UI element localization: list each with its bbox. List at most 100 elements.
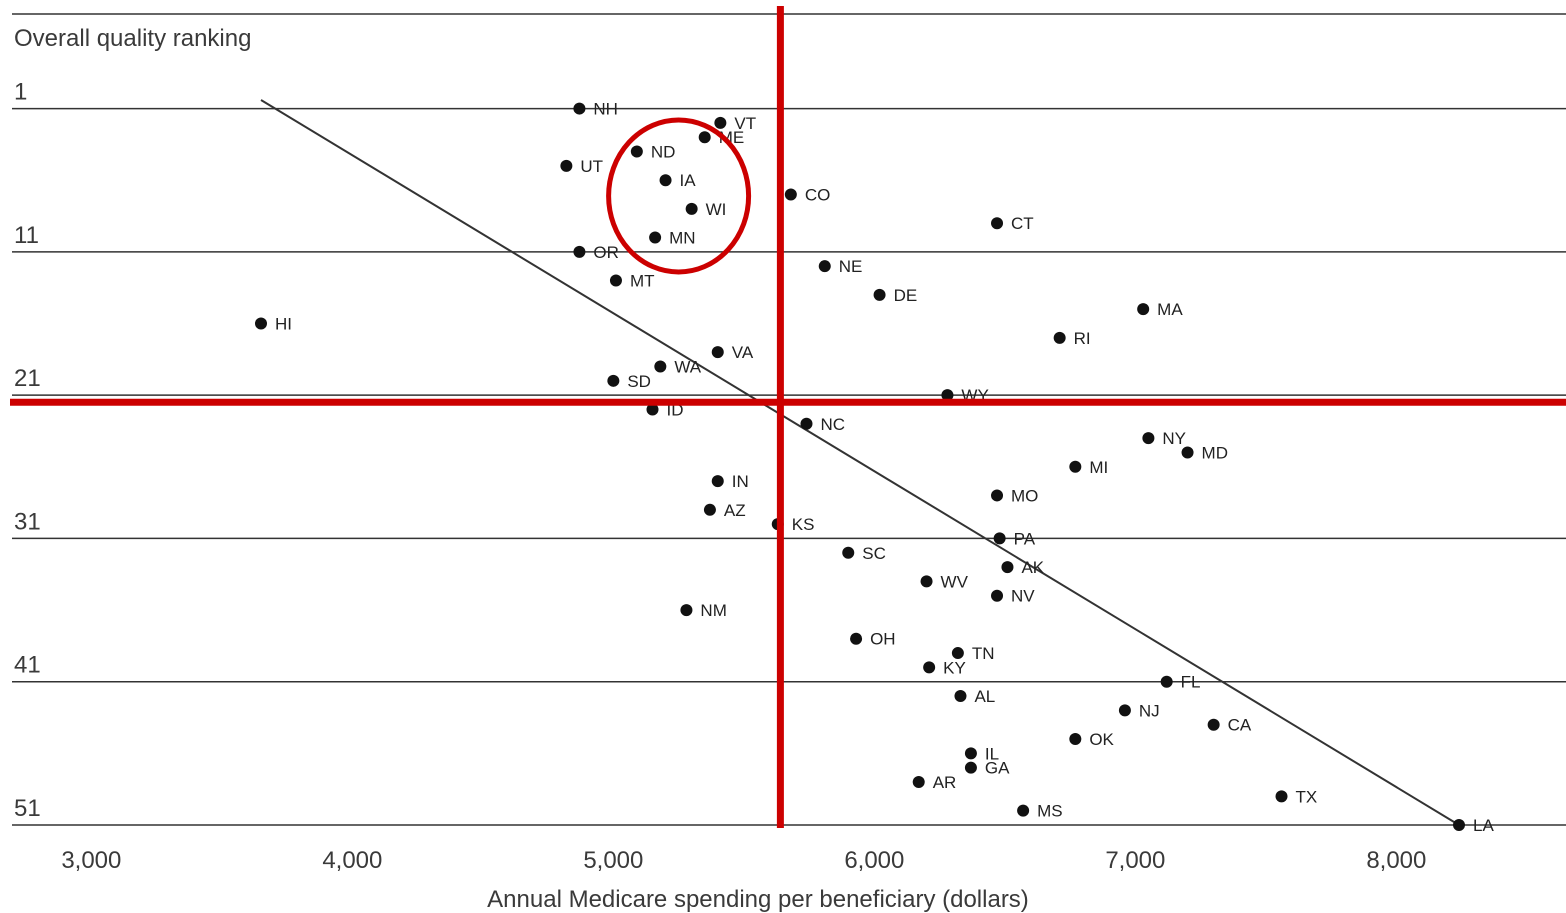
point-label: MA (1157, 300, 1183, 319)
point-ca: CA (1207, 716, 1252, 735)
point-marker (1160, 675, 1173, 688)
y-tick-label: 51 (14, 795, 41, 822)
point-ok: OK (1069, 730, 1115, 749)
point-label: NY (1162, 429, 1186, 448)
point-label: WA (674, 357, 701, 376)
point-marker (659, 174, 672, 187)
point-marker (1275, 790, 1288, 803)
point-marker (685, 202, 698, 215)
point-mo: MO (991, 486, 1038, 505)
point-marker (711, 475, 724, 488)
point-label: AR (933, 773, 957, 792)
point-ny: NY (1142, 429, 1186, 448)
point-nj: NJ (1118, 701, 1160, 720)
point-label: MD (1202, 443, 1228, 462)
point-marker (711, 346, 724, 359)
point-mi: MI (1069, 458, 1108, 477)
point-marker (649, 231, 662, 244)
x-tick-label: 3,000 (61, 847, 121, 874)
point-marker (873, 288, 886, 301)
point-ms: MS (1017, 802, 1063, 821)
data-points: NHVTMENDUTIACOWICTMNORNEMTDEMAHIRIVAWASD… (255, 100, 1494, 835)
point-label: AL (974, 687, 995, 706)
point-label: SD (627, 372, 651, 391)
point-marker (954, 690, 967, 703)
point-pa: PA (993, 529, 1036, 548)
point-nc: NC (800, 415, 845, 434)
point-label: VT (734, 114, 756, 133)
y-tick-label: 41 (14, 652, 41, 679)
point-ar: AR (912, 773, 957, 792)
point-sc: SC (842, 544, 886, 563)
point-label: NH (593, 100, 618, 119)
x-axis-label: Annual Medicare spending per beneficiary… (487, 886, 1029, 913)
x-tick-label: 4,000 (322, 847, 382, 874)
point-marker (800, 417, 813, 430)
point-marker (646, 403, 659, 416)
point-marker (1452, 819, 1465, 831)
point-ri: RI (1053, 329, 1091, 348)
point-marker (609, 274, 622, 287)
point-label: AK (1021, 558, 1044, 577)
point-sd: SD (607, 372, 651, 391)
point-label: OK (1089, 730, 1114, 749)
point-nm: NM (680, 601, 727, 620)
point-label: NV (1011, 587, 1035, 606)
point-label: PA (1014, 529, 1036, 548)
point-label: NM (700, 601, 726, 620)
point-label: KY (943, 658, 966, 677)
point-marker (920, 575, 933, 588)
point-de: DE (873, 286, 917, 305)
point-al: AL (954, 687, 995, 706)
point-wa: WA (654, 357, 702, 376)
point-label: IN (732, 472, 749, 491)
point-marker (1118, 704, 1131, 717)
point-co: CO (784, 186, 830, 205)
point-vt: VT (714, 114, 756, 133)
point-ky: KY (923, 658, 966, 677)
point-wi: WI (685, 200, 726, 219)
y-tick-label: 11 (14, 222, 39, 249)
point-il: IL (964, 744, 999, 763)
point-label: MT (630, 272, 655, 291)
point-label: SC (862, 544, 886, 563)
x-tick-labels: 3,000 4,000 5,000 6,000 7,000 8,000 (61, 847, 1426, 874)
point-marker (560, 159, 573, 172)
point-nh: NH (573, 100, 618, 119)
point-marker (1017, 804, 1030, 817)
point-label: NJ (1139, 701, 1160, 720)
point-label: MO (1011, 486, 1038, 505)
point-wv: WV (920, 572, 969, 591)
point-label: FL (1181, 673, 1201, 692)
annotation-circle (606, 117, 752, 275)
point-ak: AK (1001, 558, 1045, 577)
point-la: LA (1452, 816, 1494, 835)
point-label: MS (1037, 802, 1063, 821)
grid-lines (12, 13, 1566, 826)
point-marker (680, 604, 693, 617)
point-az: AZ (703, 501, 746, 520)
point-marker (255, 317, 267, 330)
point-marker (993, 532, 1006, 545)
y-axis-label: Overall quality ranking (14, 25, 251, 52)
point-marker (1069, 460, 1082, 473)
point-label: TN (972, 644, 995, 663)
point-marker (607, 374, 620, 387)
point-marker (941, 389, 954, 402)
point-label: CA (1228, 716, 1252, 735)
point-marker (698, 131, 711, 144)
point-label: NC (820, 415, 845, 434)
point-marker (573, 102, 586, 115)
point-marker (654, 360, 667, 373)
point-label: IL (985, 744, 999, 763)
point-label: LA (1473, 816, 1494, 835)
point-marker (912, 776, 925, 789)
point-in: IN (711, 472, 749, 491)
point-label: MN (669, 229, 695, 248)
point-label: KS (792, 515, 815, 534)
point-marker (1069, 733, 1082, 746)
point-mn: MN (649, 229, 696, 248)
point-label: WV (941, 572, 969, 591)
